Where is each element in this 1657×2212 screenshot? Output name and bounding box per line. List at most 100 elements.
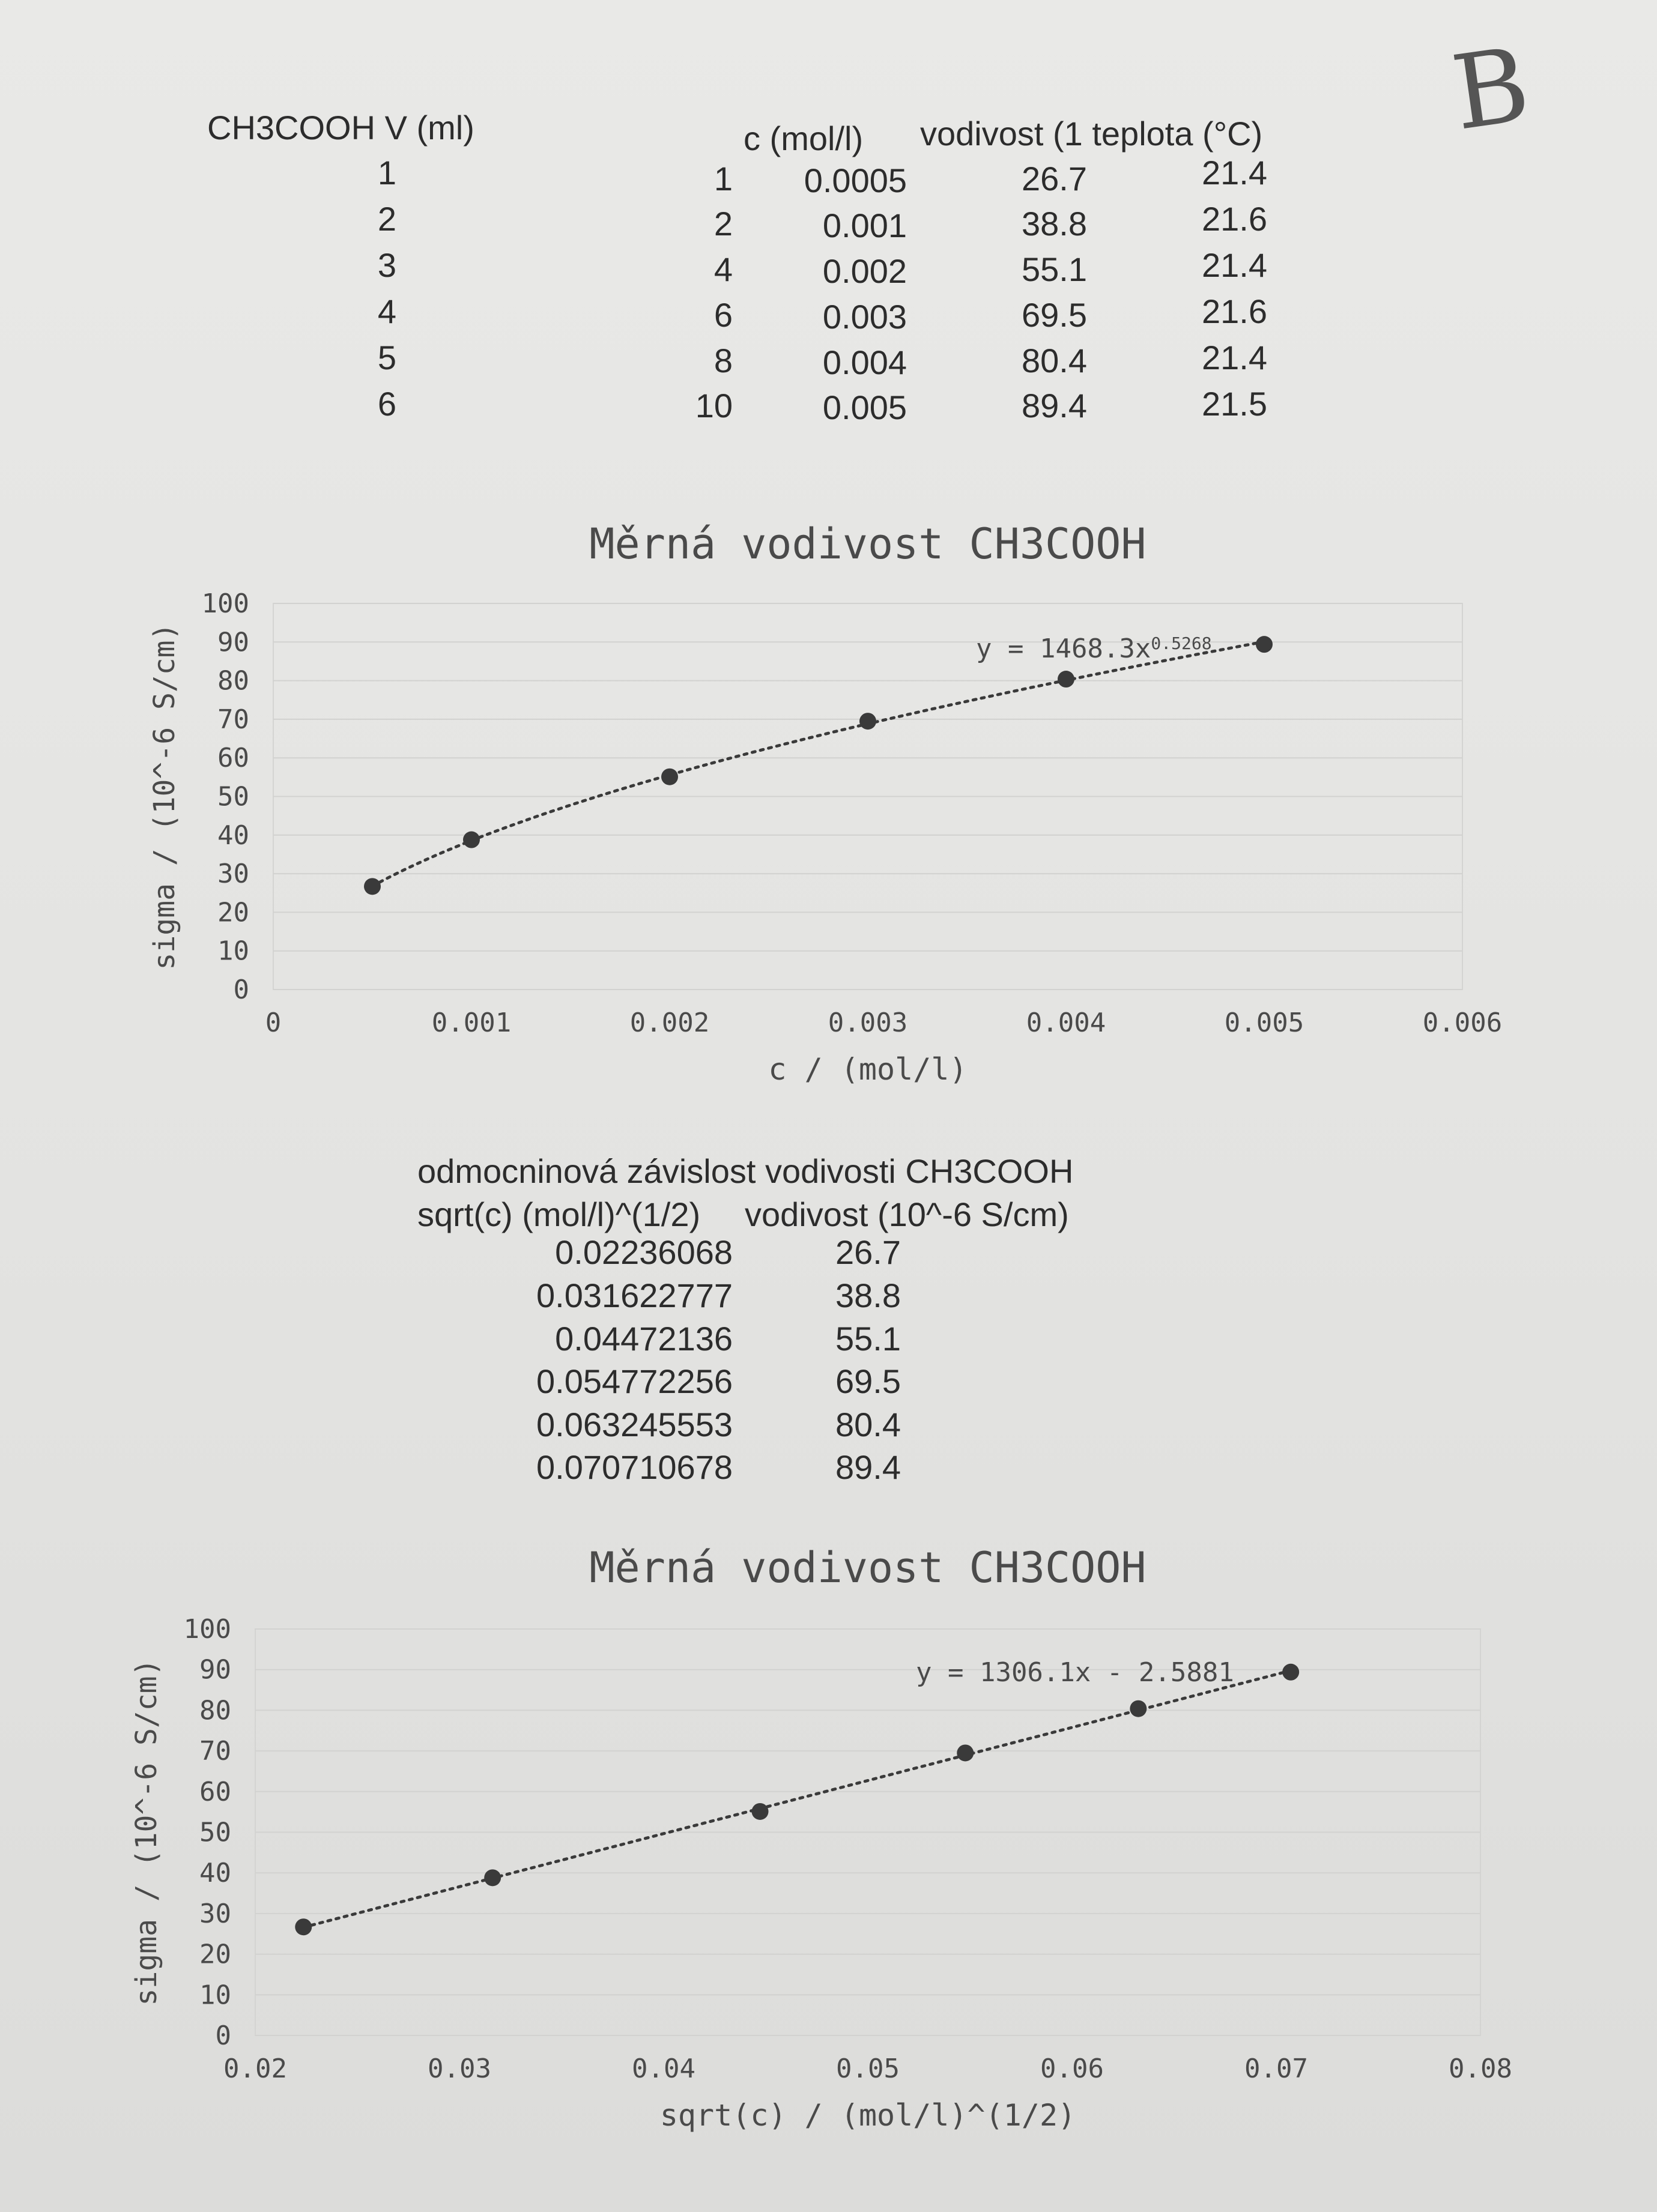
temperature-cell: 21.4 [1202, 246, 1267, 284]
volume-cell: 1 [713, 160, 733, 198]
index-cell: 2 [377, 200, 396, 238]
equation-main: y = 1468.3x [976, 633, 1151, 664]
conductivity-cell: 80.4 [1022, 342, 1087, 379]
y-axis-label: sigma / (10^-6 S/cm) [148, 623, 181, 970]
equation-main: y = 1306.1x - 2.5881 [916, 1657, 1234, 1688]
y-tick-label: 40 [217, 820, 249, 851]
temperature-cell: 21.6 [1202, 292, 1267, 330]
conductivity-cell: 26.7 [1022, 160, 1087, 198]
y-tick-label: 80 [217, 666, 249, 697]
y-tick-label: 0 [216, 2020, 232, 2051]
temperature-cell: 21.4 [1202, 154, 1267, 192]
y-tick-label: 80 [199, 1695, 231, 1726]
y-tick-label: 20 [199, 1939, 231, 1970]
x-tick-label: 0.006 [1423, 1008, 1502, 1038]
y-tick-label: 30 [199, 1899, 231, 1929]
sqrt-table-header-y: vodivost (10^-6 S/cm) [745, 1195, 1069, 1233]
y-tick-label: 50 [199, 1818, 231, 1848]
conductivity-cell: 38.8 [835, 1277, 901, 1314]
data-point [295, 1918, 312, 1936]
y-tick-label: 50 [217, 782, 249, 812]
x-tick-label: 0.005 [1225, 1008, 1304, 1038]
volume-cell: 4 [713, 250, 733, 288]
concentration-cell: 0.004 [822, 343, 907, 381]
concentration-cell: 0.0005 [804, 162, 907, 199]
sqrt-c-cell: 0.02236068 [555, 1233, 733, 1271]
y-tick-label: 100 [202, 588, 249, 619]
concentration-cell: 0.001 [822, 207, 907, 244]
sqrt-c-cell: 0.070710678 [536, 1448, 733, 1486]
index-cell: 6 [377, 385, 396, 423]
data-point [364, 878, 381, 895]
sqrt-table-title: odmocninová závislost vodivosti CH3COOH [417, 1152, 1074, 1190]
volume-cell: 10 [695, 387, 733, 425]
x-axis-label: sqrt(c) / (mol/l)^(1/2) [660, 2098, 1076, 2133]
x-tick-label: 0.06 [1040, 2053, 1104, 2084]
data-point [1058, 671, 1074, 688]
x-tick-label: 0.05 [836, 2053, 900, 2084]
conductivity-cell: 69.5 [1022, 296, 1087, 334]
concentration-cell: 0.005 [822, 388, 907, 426]
data-point [463, 831, 480, 848]
conductivity-cell: 80.4 [835, 1406, 901, 1443]
x-tick-label: 0.004 [1026, 1008, 1106, 1038]
chart-title: Měrná vodivost CH3COOH [589, 519, 1146, 569]
y-tick-label: 100 [184, 1614, 231, 1645]
x-tick-label: 0.001 [432, 1008, 511, 1038]
x-tick-label: 0.07 [1244, 2053, 1308, 2084]
x-tick-label: 0.002 [630, 1008, 709, 1038]
data-point [751, 1803, 769, 1820]
trendline-equation: y = 1468.3x0.5268 [976, 633, 1212, 664]
x-tick-label: 0.003 [828, 1008, 907, 1038]
equation-exponent: 0.5268 [1151, 633, 1211, 653]
header-concentration: c (mol/l) [744, 119, 864, 157]
y-axis-label: sigma / (10^-6 S/cm) [130, 1659, 163, 2006]
conductivity-cell: 89.4 [835, 1448, 901, 1486]
x-tick-label: 0 [265, 1008, 282, 1038]
y-tick-label: 90 [199, 1655, 231, 1685]
handwritten-mark: B [1445, 25, 1537, 154]
data-point [1282, 1663, 1300, 1681]
y-tick-label: 20 [217, 897, 249, 928]
trendline [371, 640, 1266, 888]
y-tick-label: 0 [234, 975, 250, 1005]
temperature-cell: 21.4 [1202, 339, 1267, 376]
data-point [1130, 1700, 1147, 1717]
trendline [301, 1669, 1292, 1929]
index-cell: 1 [377, 154, 396, 192]
index-cell: 4 [377, 292, 396, 330]
volume-cell: 8 [713, 342, 733, 379]
y-tick-label: 60 [199, 1777, 231, 1807]
conductivity-vs-concentration-chart: Měrná vodivost CH3COOH 0 10 20 30 40 50 60 70 80 9… [148, 519, 1502, 1087]
header-volume: CH3COOH V (ml) [207, 109, 474, 147]
trendline-equation: y = 1306.1x - 2.5881 [916, 1657, 1234, 1688]
index-cell: 3 [377, 246, 396, 284]
sqrt-c-cell: 0.031622777 [536, 1277, 733, 1314]
sqrt-c-cell: 0.063245553 [536, 1406, 733, 1443]
index-cell: 5 [377, 339, 396, 376]
volume-cell: 6 [713, 296, 733, 334]
y-tick-label: 10 [199, 1980, 231, 2010]
volume-cell: 2 [713, 205, 733, 243]
concentration-cell: 0.002 [822, 252, 907, 290]
conductivity-cell: 69.5 [835, 1362, 901, 1400]
temperature-cell: 21.5 [1202, 385, 1267, 423]
sqrt-c-cell: 0.054772256 [536, 1362, 733, 1400]
sqrt-table-header-x: sqrt(c) (mol/l)^(1/2) [417, 1195, 701, 1233]
data-point [484, 1869, 501, 1887]
conductivity-vs-sqrt-concentration-chart: Měrná vodivost CH3COOH 0 10 20 30 40 50 60 70 80 9… [130, 1543, 1512, 2133]
y-tick-label: 10 [217, 936, 249, 967]
x-axis-label: c / (mol/l) [768, 1052, 967, 1087]
x-tick-label: 0.08 [1449, 2053, 1512, 2084]
chart-title: Měrná vodivost CH3COOH [589, 1543, 1146, 1592]
concentration-cell: 0.003 [822, 298, 907, 336]
data-point [661, 768, 678, 785]
data-point [859, 713, 876, 730]
conductivity-cell: 26.7 [835, 1233, 901, 1271]
sqrt-c-cell: 0.04472136 [555, 1320, 733, 1358]
y-tick-label: 70 [199, 1736, 231, 1766]
y-tick-label: 70 [217, 704, 249, 735]
y-tick-label: 90 [217, 627, 249, 657]
conductivity-cell: 55.1 [1022, 250, 1087, 288]
header-conductivity-temperature: vodivost (1 teplota (°C) [920, 115, 1263, 153]
